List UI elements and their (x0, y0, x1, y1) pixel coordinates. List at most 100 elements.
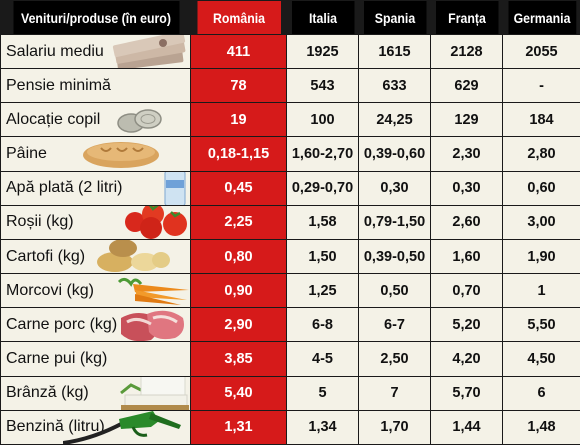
row-label-cell: Brânză (kg) (0, 375, 191, 411)
value-romania: 411 (190, 33, 287, 70)
bread-icon (83, 142, 159, 169)
row-label: Morcovi (kg) (6, 281, 95, 299)
pork-icon (121, 311, 184, 341)
value-germania: 2055 (502, 33, 580, 70)
value-franta: 0,70 (430, 273, 503, 309)
row-label: Cartofi (kg) (6, 247, 86, 265)
value-germania: 1,90 (502, 238, 580, 275)
value-franta: 4,20 (430, 341, 503, 377)
table-row: Alocație copil 19 100 24,25 129 184 (0, 102, 580, 138)
value-spania: 1,70 (358, 409, 431, 445)
value-germania: 6 (502, 375, 580, 411)
row-label-cell: Pâine (0, 136, 191, 172)
value-germania: 184 (502, 102, 580, 138)
header-germania: Germania (506, 0, 577, 35)
row-label: Pensie minimă (6, 76, 111, 94)
value-romania: 78 (190, 68, 287, 104)
value-spania: 1615 (358, 33, 431, 70)
row-label: Alocație copil (6, 110, 101, 128)
table-row: Benzină (litru) 1,31 1,34 1,70 1,44 1,48 (0, 409, 580, 445)
value-spania: 0,30 (358, 170, 431, 206)
value-italia: 0,29-0,70 (286, 170, 359, 206)
value-romania: 0,45 (190, 170, 287, 206)
value-italia: 1925 (286, 33, 359, 70)
table-row: Pensie minimă 78 543 633 629 - (0, 68, 580, 104)
value-romania: 0,18-1,15 (190, 136, 287, 172)
row-label: Benzină (litru) (6, 418, 105, 436)
value-spania: 24,25 (358, 102, 431, 138)
row-label: Apă plată (2 litri) (6, 179, 123, 197)
value-germania: 3,00 (502, 204, 580, 240)
row-label-cell: Morcovi (kg) (0, 273, 191, 309)
value-spania: 6-7 (358, 307, 431, 343)
table-row: Pâine 0,18-1,15 1,60-2,70 0,39-0,60 2,30… (0, 136, 580, 172)
value-romania: 1,31 (190, 409, 287, 445)
value-franta: 5,20 (430, 307, 503, 343)
value-germania: - (502, 68, 580, 104)
value-romania: 3,85 (190, 341, 287, 377)
row-label: Carne porc (kg) (6, 315, 118, 333)
header-category: Venituri/produse (în euro) (11, 0, 180, 35)
header-row: Venituri/produse (în euro) România Itali… (1, 0, 580, 35)
row-label-cell: Apă plată (2 litri) (0, 170, 191, 206)
row-label: Salariu mediu (6, 42, 104, 60)
table-row: Roșii (kg) 2,25 1,58 0,79-1,50 2,60 3,00 (0, 204, 580, 240)
value-franta: 5,70 (430, 375, 503, 411)
value-germania: 1 (502, 273, 580, 309)
row-label: Carne pui (kg) (6, 349, 108, 367)
value-italia: 543 (286, 68, 359, 104)
value-romania: 19 (190, 102, 287, 138)
row-label-cell: Alocație copil (0, 102, 191, 138)
value-italia: 1,34 (286, 409, 359, 445)
header-italia: Italia (290, 0, 355, 35)
value-spania: 0,50 (358, 273, 431, 309)
table-row: Carne pui (kg) 3,85 4-5 2,50 4,20 4,50 (0, 341, 580, 377)
row-label: Pâine (6, 145, 47, 163)
value-spania: 0,79-1,50 (358, 204, 431, 240)
table-row: Brânză (kg) 5,40 5 7 5,70 6 (0, 375, 580, 411)
row-label: Brânză (kg) (6, 384, 89, 402)
row-label: Roșii (kg) (6, 213, 74, 231)
carrot-icon (117, 278, 189, 306)
value-franta: 129 (430, 102, 503, 138)
value-italia: 6-8 (286, 307, 359, 343)
fuel-nozzle-icon (63, 411, 181, 444)
value-romania: 2,25 (190, 204, 287, 240)
table-row: Salariu mediu 411 1925 1615 2128 2055 (0, 33, 580, 70)
value-italia: 1,60-2,70 (286, 136, 359, 172)
coins-icon (117, 109, 162, 134)
value-franta: 0,30 (430, 170, 503, 206)
value-germania: 0,60 (502, 170, 580, 206)
value-franta: 2,60 (430, 204, 503, 240)
row-label-cell: Salariu mediu (0, 33, 191, 70)
value-italia: 1,25 (286, 273, 359, 309)
value-franta: 2128 (430, 33, 503, 70)
value-germania: 5,50 (502, 307, 580, 343)
row-label-cell: Roșii (kg) (0, 204, 191, 240)
row-label-cell: Carne porc (kg) (0, 307, 191, 343)
value-spania: 633 (358, 68, 431, 104)
header-spania: Spania (362, 0, 427, 35)
value-germania: 1,48 (502, 409, 580, 445)
table-row: Morcovi (kg) 0,90 1,25 0,50 0,70 1 (0, 273, 580, 309)
potato-icon (97, 240, 170, 272)
value-franta: 629 (430, 68, 503, 104)
value-romania: 5,40 (190, 375, 287, 411)
value-spania: 0,39-0,50 (358, 238, 431, 275)
header-romania: România (195, 0, 282, 35)
row-label-cell: Pensie minimă (0, 68, 191, 104)
value-spania: 0,39-0,60 (358, 136, 431, 172)
table-row: Apă plată (2 litri) 0,45 0,29-0,70 0,30 … (0, 170, 580, 206)
row-label-cell: Cartofi (kg) (0, 238, 191, 275)
value-romania: 2,90 (190, 307, 287, 343)
cheese-icon (120, 377, 189, 410)
row-label-cell: Benzină (litru) (0, 409, 191, 445)
value-italia: 1,58 (286, 204, 359, 240)
tomato-icon (125, 206, 187, 239)
value-italia: 5 (286, 375, 359, 411)
value-franta: 1,60 (430, 238, 503, 275)
value-italia: 100 (286, 102, 359, 138)
value-romania: 0,90 (190, 273, 287, 309)
row-label-cell: Carne pui (kg) (0, 341, 191, 377)
